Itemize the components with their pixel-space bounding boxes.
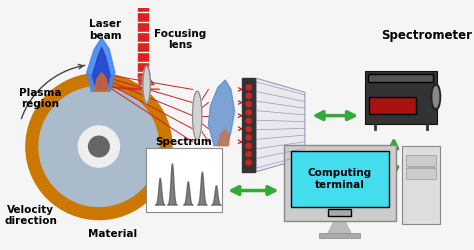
Ellipse shape [433, 86, 439, 107]
Text: Plasma
region: Plasma region [18, 88, 61, 109]
Polygon shape [102, 86, 160, 90]
Circle shape [246, 118, 251, 124]
FancyBboxPatch shape [402, 146, 439, 224]
FancyBboxPatch shape [291, 151, 389, 208]
Text: Spectrum: Spectrum [156, 136, 212, 146]
Polygon shape [138, 76, 154, 85]
FancyBboxPatch shape [242, 78, 255, 172]
Circle shape [89, 136, 109, 157]
Circle shape [246, 143, 251, 148]
Ellipse shape [143, 66, 150, 104]
Polygon shape [138, 8, 147, 76]
FancyBboxPatch shape [406, 168, 436, 179]
FancyBboxPatch shape [365, 71, 437, 124]
Text: Focusing
lens: Focusing lens [154, 28, 207, 50]
FancyBboxPatch shape [319, 233, 360, 238]
Text: Material: Material [88, 229, 137, 239]
Circle shape [246, 102, 251, 107]
Polygon shape [218, 130, 229, 146]
Circle shape [39, 86, 159, 206]
Ellipse shape [431, 84, 440, 110]
Polygon shape [94, 72, 108, 91]
Circle shape [78, 126, 119, 167]
FancyBboxPatch shape [368, 74, 433, 82]
Text: Laser
beam: Laser beam [89, 19, 122, 41]
Circle shape [246, 135, 251, 140]
Circle shape [246, 93, 251, 98]
Circle shape [246, 126, 251, 132]
Polygon shape [92, 47, 110, 90]
Circle shape [26, 74, 172, 220]
FancyBboxPatch shape [328, 209, 351, 216]
FancyBboxPatch shape [146, 148, 222, 212]
Text: Spectrometer: Spectrometer [381, 28, 472, 42]
FancyBboxPatch shape [284, 145, 396, 222]
Text: Computing
terminal: Computing terminal [308, 168, 372, 190]
Circle shape [246, 110, 251, 115]
Polygon shape [87, 38, 115, 91]
Polygon shape [209, 80, 235, 146]
FancyBboxPatch shape [406, 155, 436, 166]
FancyBboxPatch shape [369, 97, 416, 114]
Circle shape [246, 160, 251, 165]
Polygon shape [256, 78, 305, 172]
Circle shape [246, 85, 251, 90]
Circle shape [246, 152, 251, 157]
Ellipse shape [192, 91, 202, 140]
Text: Velocity
direction: Velocity direction [4, 204, 57, 226]
Polygon shape [328, 220, 351, 233]
